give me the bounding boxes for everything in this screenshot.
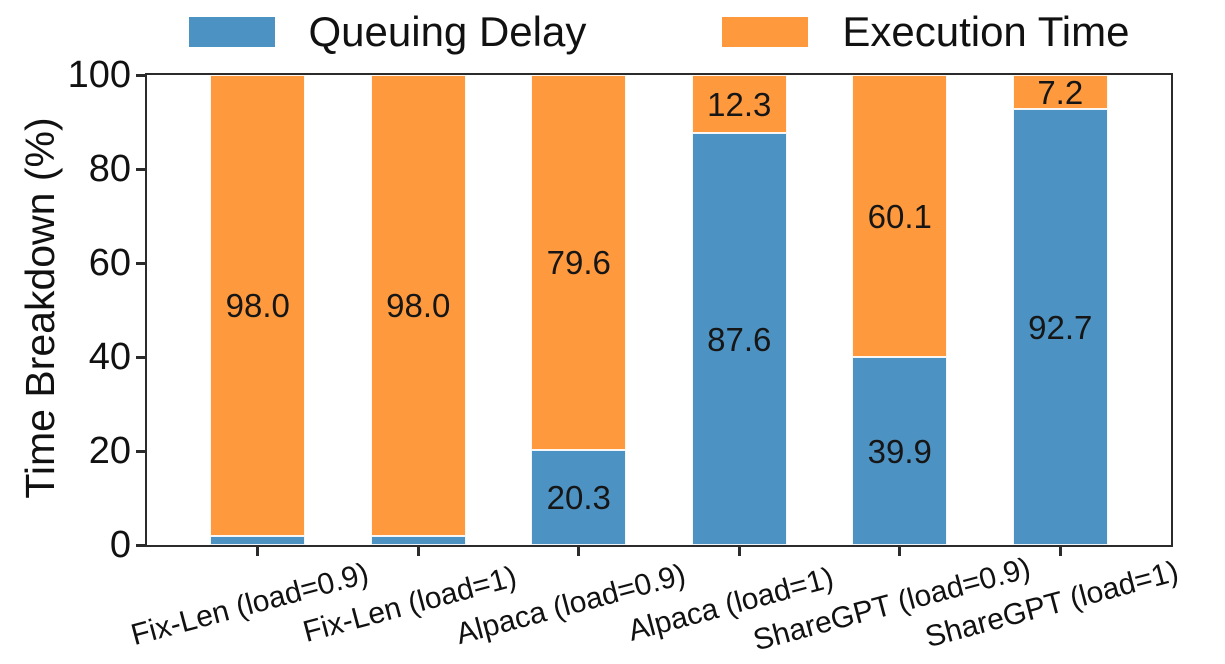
bar-segment-queuing-delay: 92.7 xyxy=(1012,109,1108,545)
bar-value-label: 39.9 xyxy=(867,432,932,470)
x-tick-mark xyxy=(256,547,260,556)
bar-segment-execution-time: 98.0 xyxy=(210,75,306,536)
legend: Queuing Delay Execution Time xyxy=(145,6,1173,58)
y-axis-label: Time Breakdown (%) xyxy=(17,117,63,499)
x-tick-mark xyxy=(1058,547,1062,556)
bar-segment-queuing-delay: 39.9 xyxy=(852,357,948,545)
bar-value-label: 20.3 xyxy=(546,478,611,516)
x-tick-mark xyxy=(416,547,420,556)
bar-alpaca-load-0-9: 20.3 79.6 xyxy=(531,75,627,545)
legend-label-queuing-delay: Queuing Delay xyxy=(308,8,587,55)
y-tick-mark xyxy=(136,543,145,547)
bar-fix-len-load-1: 98.0 xyxy=(370,75,466,545)
bar-sharegpt-load-0-9: 39.9 60.1 xyxy=(852,75,948,545)
bar-segment-queuing-delay xyxy=(210,535,306,545)
bar-segment-execution-time: 98.0 xyxy=(370,75,466,536)
y-tick-label: 80 xyxy=(88,148,131,190)
legend-entry-execution-time: Execution Time xyxy=(722,11,1129,53)
bar-segment-execution-time: 79.6 xyxy=(531,75,627,450)
bar-value-label: 92.7 xyxy=(1028,308,1093,346)
bar-value-label: 7.2 xyxy=(1037,73,1084,111)
bar-segment-execution-time: 12.3 xyxy=(691,75,787,134)
bar-value-label: 98.0 xyxy=(386,286,451,324)
bar-segment-queuing-delay xyxy=(370,535,466,545)
x-tick-mark xyxy=(737,547,741,556)
bar-segment-execution-time: 60.1 xyxy=(852,75,948,358)
y-tick-mark xyxy=(136,261,145,265)
legend-label-execution-time: Execution Time xyxy=(842,8,1130,55)
y-tick-mark xyxy=(136,449,145,453)
y-tick-label: 100 xyxy=(67,54,131,96)
y-tick-mark xyxy=(136,355,145,359)
bar-segment-execution-time: 7.2 xyxy=(1012,73,1108,111)
bar-value-label: 60.1 xyxy=(867,197,932,235)
plot-area: 98.0 98.0 20.3 79.6 87.6 12.3 39.9 60.1 92.7 7.2 xyxy=(145,73,1173,547)
legend-swatch-execution-time xyxy=(722,17,809,47)
y-tick-mark xyxy=(136,73,145,77)
y-tick-label: 0 xyxy=(109,524,131,566)
y-tick-label: 40 xyxy=(88,336,131,378)
bar-alpaca-load-1: 87.6 12.3 xyxy=(691,75,787,545)
legend-swatch-queuing-delay xyxy=(188,17,275,47)
y-tick-mark xyxy=(136,167,145,171)
x-tick-mark xyxy=(577,547,581,556)
y-tick-label: 60 xyxy=(88,242,131,284)
bar-segment-queuing-delay: 20.3 xyxy=(531,449,627,545)
legend-entry-queuing-delay: Queuing Delay xyxy=(188,8,587,55)
bar-value-label: 87.6 xyxy=(707,320,772,358)
y-tick-label: 20 xyxy=(88,430,131,472)
x-tick-mark xyxy=(898,547,902,556)
bar-value-label: 98.0 xyxy=(225,286,290,324)
bar-value-label: 79.6 xyxy=(546,244,611,282)
bar-segment-queuing-delay: 87.6 xyxy=(691,133,787,545)
bar-value-label: 12.3 xyxy=(707,85,772,123)
bar-sharegpt-load-1: 92.7 7.2 xyxy=(1012,73,1108,545)
bar-fix-len-load-0-9: 98.0 xyxy=(210,75,306,545)
